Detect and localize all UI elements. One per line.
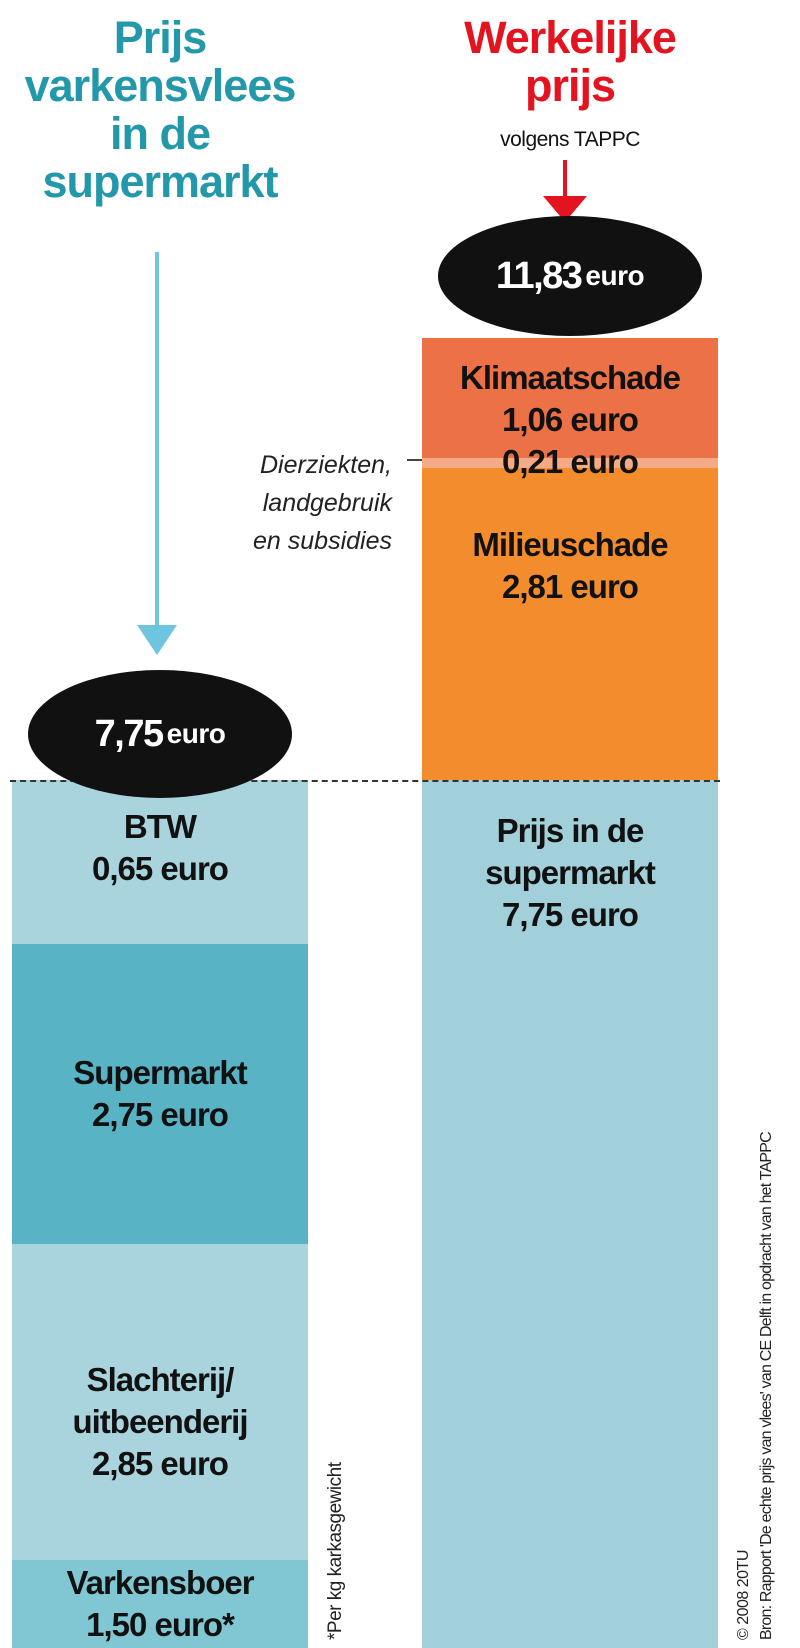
arrows [137,160,587,655]
bar-segment-klimaatschade: Klimaatschade 1,06 euro [422,338,718,460]
segment-value: 1,06 euro [502,401,639,438]
right-subtitle: volgens TAPPC [500,128,640,151]
segment-name-line: Slachterij/ [86,1361,235,1398]
total-value: 7,75 [94,712,164,755]
bar-segment-milieuschade: Milieuschade 2,81 euro [422,468,718,780]
bar-segment-slachterij: Slachterij/ uitbeenderij 2,85 euro [12,1244,308,1560]
annotation-line: Dierziekten, [260,451,392,479]
segment-value: 1,50 euro* [86,1606,235,1643]
annotation-line: landgebruik [262,489,392,517]
total-badge-right: 11,83 euro [438,216,702,336]
reference-dotted-line [10,780,720,782]
credit-source: Bron: Rapport 'De echte prijs van vlees'… [758,1132,775,1640]
total-unit: euro [585,260,645,291]
segment-name: Klimaatschade [460,359,681,396]
total-value: 11,83 [495,254,583,297]
segment-value-dierziekten: 0,21 euro [502,443,639,480]
footnote: *Per kg karkasgewicht [325,1462,346,1640]
segment-value: 0,65 euro [92,850,229,887]
bar-segment-varkensboer: Varkensboer 1,50 euro* [12,1560,308,1648]
segment-name: Milieuschade [472,526,668,563]
right-arrow-icon [543,160,587,222]
left-title-line: Prijs [113,12,208,63]
segment-value: 2,75 euro [92,1096,229,1133]
total-unit: euro [166,718,226,749]
credit-copyright: © 2008 20TU [735,1550,752,1640]
segment-name: Supermarkt [73,1054,247,1091]
left-title-line: varkensvlees [24,60,297,111]
segment-name: Varkensboer [66,1564,254,1601]
left-title: Prijs varkensvlees in de supermarkt [0,14,320,206]
left-title-line: in de [109,108,211,159]
segment-value: 7,75 euro [502,896,639,933]
segment-name-line: supermarkt [485,854,656,891]
segment-name-line: uitbeenderij [72,1403,248,1440]
right-title-line: prijs [524,60,616,111]
segment-name: BTW [123,808,197,845]
bar-segment-dierziekten [422,458,718,468]
bar-segment-supermarkt: Supermarkt 2,75 euro [12,944,308,1244]
left-arrow-icon [137,252,177,655]
bar-segment-prijs-supermarkt: Prijs in de supermarkt 7,75 euro [422,780,718,1648]
segment-name-line: Prijs in de [496,812,645,849]
right-title: Werkelijke prijs [430,14,710,110]
right-title-line: Werkelijke [464,12,677,63]
total-badge-left: 7,75 euro [28,670,292,798]
segment-value: 2,81 euro [502,568,639,605]
left-title-line: supermarkt [42,156,278,207]
segment-value: 2,85 euro [92,1445,229,1482]
annotation-line: en subsidies [253,527,392,555]
annotation-dierziekten: Dierziekten, landgebruik en subsidies [160,446,392,560]
bar-segment-btw: BTW 0,65 euro [12,780,308,944]
